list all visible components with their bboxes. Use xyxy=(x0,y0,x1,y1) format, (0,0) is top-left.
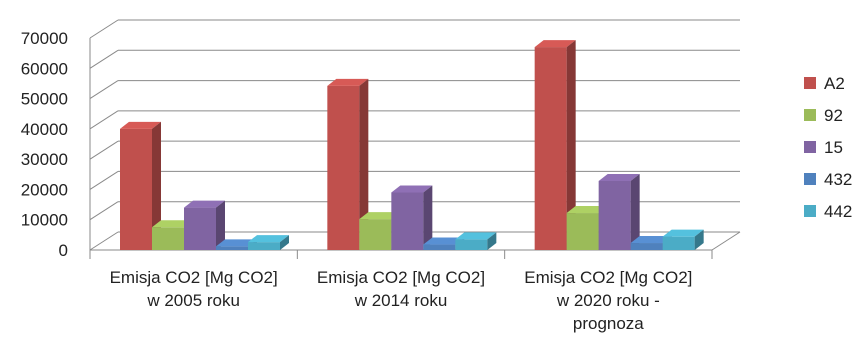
bar-side xyxy=(694,229,704,250)
bar-front xyxy=(184,207,216,250)
legend-item: 442 xyxy=(804,202,852,221)
side-gridline xyxy=(89,49,119,69)
bar-front xyxy=(120,128,152,250)
legend-swatch xyxy=(804,141,816,153)
bar-top xyxy=(216,239,257,247)
bar-side xyxy=(280,235,289,250)
bar-side xyxy=(630,173,640,250)
legend-swatch xyxy=(804,173,816,185)
y-tick-label: 10000 xyxy=(21,211,68,230)
bar-top xyxy=(630,236,672,244)
bar-front xyxy=(423,244,456,250)
bar-front xyxy=(455,239,488,250)
bar-top xyxy=(248,235,289,243)
bar xyxy=(327,78,369,250)
side-gridline xyxy=(89,80,119,99)
bar-top xyxy=(534,40,576,48)
bar-front xyxy=(566,213,599,250)
bar-side xyxy=(152,121,161,250)
side-gridline xyxy=(89,171,119,190)
bar-top xyxy=(598,173,640,181)
legend-swatch xyxy=(804,205,816,217)
side-gridline xyxy=(89,231,119,251)
legend-label: A2 xyxy=(824,74,845,93)
chart-legend: A2 92 15 432 442 xyxy=(804,74,852,221)
legend-swatch xyxy=(804,77,816,89)
legend-swatch xyxy=(804,109,816,121)
side-gridline xyxy=(89,201,119,221)
y-tick-label: 0 xyxy=(59,241,68,260)
side-gridline xyxy=(89,110,119,130)
bar-front xyxy=(391,192,424,250)
y-tick-label: 20000 xyxy=(21,180,68,199)
x-category-label: w 2020 roku - xyxy=(556,291,660,310)
bar xyxy=(184,200,225,250)
bar-front xyxy=(598,180,631,250)
x-category-label: prognoza xyxy=(573,314,644,333)
bar-top xyxy=(662,229,704,237)
legend-label: 15 xyxy=(824,138,843,157)
bar-top xyxy=(184,200,225,208)
y-tick-label: 50000 xyxy=(21,90,68,109)
legend-label: 442 xyxy=(824,202,852,221)
y-tick-label: 60000 xyxy=(21,59,68,78)
bar-top xyxy=(327,78,369,86)
x-category-label: w 2005 roku xyxy=(146,291,240,310)
floor-right-edge xyxy=(711,231,741,251)
bar xyxy=(391,185,433,250)
bar-front xyxy=(248,242,280,250)
bar-side xyxy=(359,78,369,250)
legend-item: 15 xyxy=(804,138,843,157)
x-axis-category-labels: Emisja CO2 [Mg CO2] w 2005 roku Emisja CO2… xyxy=(110,268,693,333)
bar xyxy=(455,232,497,250)
bar-front xyxy=(327,85,360,250)
x-category-label: w 2014 roku xyxy=(354,291,448,310)
bar-side xyxy=(216,200,225,250)
x-category-label: Emisja CO2 [Mg CO2] xyxy=(317,268,485,287)
y-tick-label: 40000 xyxy=(21,120,68,139)
bar-top xyxy=(391,185,433,193)
bar xyxy=(598,173,640,250)
bar-front xyxy=(152,227,184,250)
bar xyxy=(662,229,704,250)
side-gridline xyxy=(89,140,119,160)
y-axis-ticks: 0 10000 20000 30000 40000 50000 60000 70000 xyxy=(21,29,68,260)
x-category-label: Emisja CO2 [Mg CO2] xyxy=(524,268,692,287)
bar-side xyxy=(566,40,576,251)
bar-top xyxy=(359,212,401,220)
bar-front xyxy=(630,243,663,250)
bar xyxy=(248,235,289,250)
bar xyxy=(534,40,576,251)
bar-top xyxy=(423,237,465,245)
bar-top xyxy=(152,220,193,228)
legend-label: 432 xyxy=(824,170,852,189)
bar-front xyxy=(216,246,248,250)
chart-bars xyxy=(120,40,704,251)
y-tick-label: 30000 xyxy=(21,150,68,169)
bar-front xyxy=(534,47,567,251)
x-category-label: Emisja CO2 [Mg CO2] xyxy=(110,268,278,287)
legend-item: 92 xyxy=(804,106,843,125)
bar xyxy=(120,121,161,250)
bar-front xyxy=(359,219,392,250)
bar-side xyxy=(487,232,497,250)
legend-item: A2 xyxy=(804,74,845,93)
legend-label: 92 xyxy=(824,106,843,125)
legend-item: 432 xyxy=(804,170,852,189)
side-gridline xyxy=(89,19,119,39)
bar-top xyxy=(455,232,497,240)
y-tick-label: 70000 xyxy=(21,29,68,48)
bar-front xyxy=(662,236,695,250)
bar-side xyxy=(423,185,433,250)
bar-top xyxy=(566,206,608,214)
bar-top xyxy=(120,121,161,129)
